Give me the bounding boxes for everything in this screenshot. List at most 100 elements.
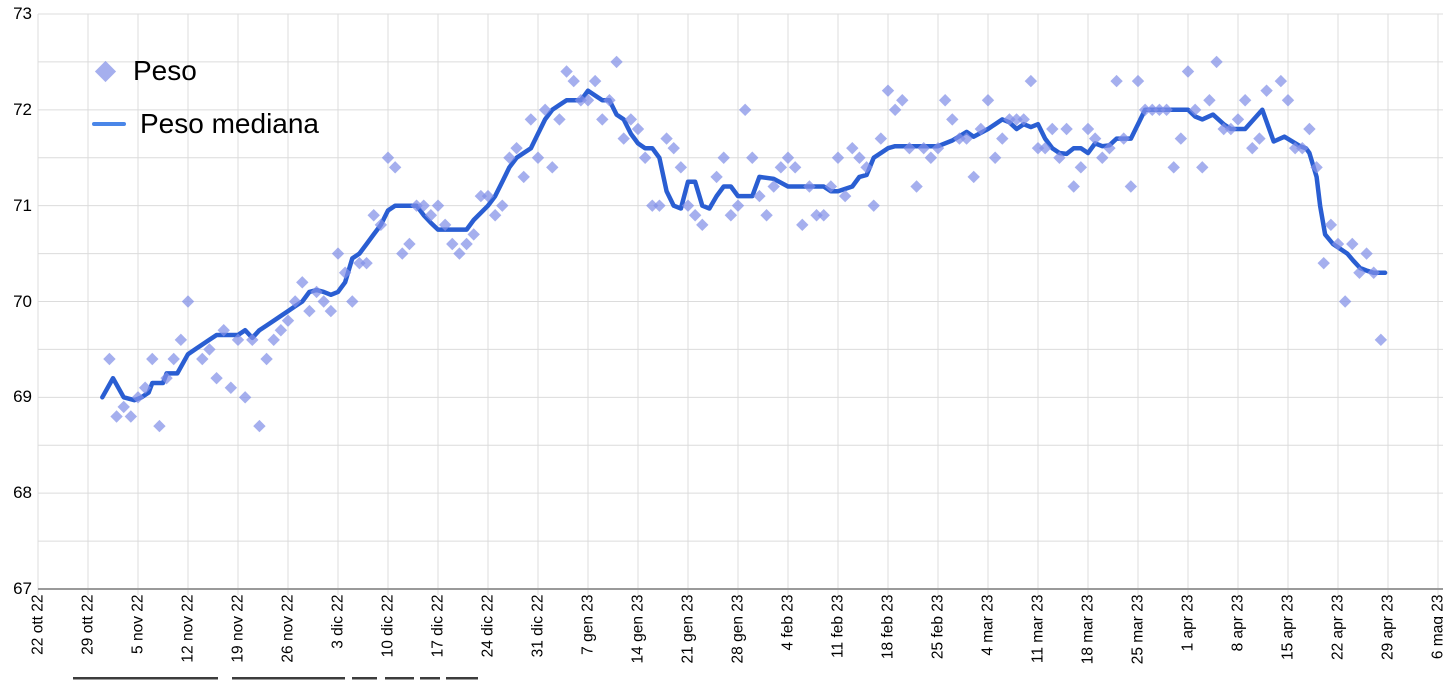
data-point-diamond — [360, 256, 373, 270]
data-point-diamond — [1146, 103, 1159, 117]
data-point-diamond — [731, 199, 745, 212]
data-point-diamond — [1317, 256, 1330, 270]
data-point-diamond — [938, 94, 952, 107]
data-point-diamond — [788, 161, 802, 174]
data-point-diamond — [196, 352, 209, 366]
data-point-diamond — [1253, 132, 1266, 145]
data-point-diamond — [567, 74, 580, 88]
data-point-diamond — [1096, 151, 1109, 164]
x-tick-label: 28 gen 23 — [729, 594, 747, 664]
data-point-diamond — [503, 151, 516, 164]
data-point-diamond — [238, 391, 252, 404]
partial-element-edge — [73, 677, 218, 680]
data-point-diamond — [453, 247, 466, 260]
data-point-diamond — [824, 180, 838, 193]
data-point-diamond — [1074, 161, 1088, 174]
data-point-diamond — [296, 276, 309, 289]
data-point-diamond — [667, 141, 680, 155]
data-point-diamond — [346, 295, 359, 308]
data-point-diamond — [1010, 113, 1023, 126]
legend: Peso Peso mediana — [92, 52, 319, 143]
x-tick-label: 7 gen 23 — [579, 594, 597, 655]
data-point-diamond — [767, 180, 780, 193]
data-point-diamond — [617, 132, 630, 145]
data-point-diamond — [874, 132, 888, 145]
data-point-diamond — [631, 122, 645, 136]
partial-element-edge — [352, 677, 377, 680]
data-point-diamond — [1038, 141, 1052, 155]
partial-element-edge — [446, 677, 478, 680]
data-point-diamond — [1338, 295, 1352, 308]
data-point-diamond — [1217, 122, 1230, 136]
data-point-diamond — [1303, 122, 1316, 136]
data-point-diamond — [1046, 122, 1059, 136]
data-point-diamond — [538, 103, 552, 117]
data-point-diamond — [688, 209, 702, 222]
data-point-diamond — [867, 199, 880, 212]
x-tick-label: 17 dic 22 — [429, 594, 447, 658]
data-point-diamond — [103, 352, 116, 366]
data-point-diamond — [1346, 237, 1359, 251]
data-point-diamond — [1331, 237, 1345, 251]
data-point-diamond — [1117, 132, 1130, 145]
data-point-diamond — [1188, 103, 1202, 117]
x-tick-label: 18 feb 23 — [879, 594, 897, 660]
x-tick-label: 25 feb 23 — [929, 594, 947, 660]
data-point-diamond — [124, 410, 138, 423]
x-tick-label: 21 gen 23 — [679, 594, 697, 664]
data-point-diamond — [203, 343, 216, 356]
data-point-diamond — [738, 103, 752, 117]
data-point-diamond — [896, 94, 909, 107]
data-point-diamond — [910, 180, 923, 193]
x-tick-label: 3 dic 22 — [329, 594, 347, 649]
x-tick-label: 22 apr 23 — [1329, 594, 1347, 661]
data-point-diamond — [1181, 65, 1195, 78]
data-point-diamond — [274, 324, 288, 337]
data-point-diamond — [467, 228, 480, 241]
data-point-diamond — [610, 55, 623, 69]
data-point-diamond — [253, 419, 266, 433]
data-point-diamond — [860, 161, 873, 174]
data-point-diamond — [310, 285, 323, 299]
x-tick-label: 14 gen 23 — [629, 594, 647, 664]
x-tick-label: 11 feb 23 — [829, 594, 847, 659]
data-point-diamond — [367, 209, 380, 222]
data-point-diamond — [1110, 74, 1123, 88]
data-point-diamond — [338, 266, 352, 279]
data-point-diamond — [1131, 74, 1145, 88]
x-tick-label: 4 feb 23 — [779, 594, 797, 651]
data-point-diamond — [1224, 122, 1238, 136]
data-point-diamond — [424, 209, 438, 222]
data-point-diamond — [903, 141, 916, 155]
data-point-diamond — [303, 304, 316, 318]
data-point-diamond — [417, 199, 430, 212]
data-point-diamond — [588, 74, 602, 88]
x-tick-label: 12 nov 22 — [179, 594, 197, 663]
data-point-diamond — [1124, 180, 1138, 193]
data-point-diamond — [1017, 113, 1030, 126]
data-point-diamond — [953, 132, 966, 145]
data-point-diamond — [1174, 132, 1188, 145]
data-point-diamond — [410, 199, 423, 212]
data-point-diamond — [1060, 122, 1073, 136]
data-point-diamond — [481, 189, 495, 203]
data-point-diamond — [560, 65, 573, 78]
data-point-diamond — [603, 94, 616, 107]
data-point-diamond — [581, 94, 595, 107]
data-point-diamond — [838, 189, 852, 203]
data-point-diamond — [374, 218, 388, 232]
x-tick-label: 19 nov 22 — [229, 594, 247, 663]
data-point-diamond — [960, 132, 973, 145]
data-point-diamond — [717, 151, 730, 164]
data-point-diamond — [924, 151, 938, 164]
data-point-diamond — [210, 371, 223, 385]
data-point-diamond — [1196, 161, 1209, 174]
data-point-diamond — [438, 218, 452, 232]
y-tick-label: 68 — [13, 483, 32, 503]
data-point-diamond — [131, 391, 145, 404]
data-point-diamond — [753, 189, 766, 203]
data-point-diamond — [796, 218, 809, 232]
data-point-diamond — [1088, 132, 1102, 145]
data-point-diamond — [281, 314, 295, 327]
